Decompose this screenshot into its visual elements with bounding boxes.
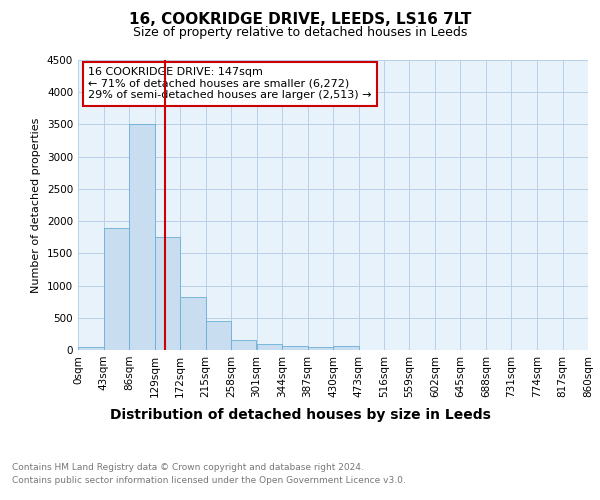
- Text: Size of property relative to detached houses in Leeds: Size of property relative to detached ho…: [133, 26, 467, 39]
- Bar: [78, 347, 104, 350]
- Bar: [155, 237, 180, 350]
- Bar: [104, 228, 129, 350]
- Text: Distribution of detached houses by size in Leeds: Distribution of detached houses by size …: [110, 408, 490, 422]
- Text: Contains public sector information licensed under the Open Government Licence v3: Contains public sector information licen…: [12, 476, 406, 485]
- Bar: [308, 347, 333, 350]
- Bar: [205, 321, 231, 350]
- Bar: [257, 344, 282, 350]
- Bar: [333, 346, 359, 350]
- Bar: [231, 340, 256, 350]
- Bar: [282, 346, 308, 350]
- Bar: [180, 296, 205, 350]
- Text: 16 COOKRIDGE DRIVE: 147sqm
← 71% of detached houses are smaller (6,272)
29% of s: 16 COOKRIDGE DRIVE: 147sqm ← 71% of deta…: [88, 68, 372, 100]
- Bar: [129, 124, 155, 350]
- Text: Contains HM Land Registry data © Crown copyright and database right 2024.: Contains HM Land Registry data © Crown c…: [12, 462, 364, 471]
- Y-axis label: Number of detached properties: Number of detached properties: [31, 118, 41, 292]
- Text: 16, COOKRIDGE DRIVE, LEEDS, LS16 7LT: 16, COOKRIDGE DRIVE, LEEDS, LS16 7LT: [129, 12, 471, 28]
